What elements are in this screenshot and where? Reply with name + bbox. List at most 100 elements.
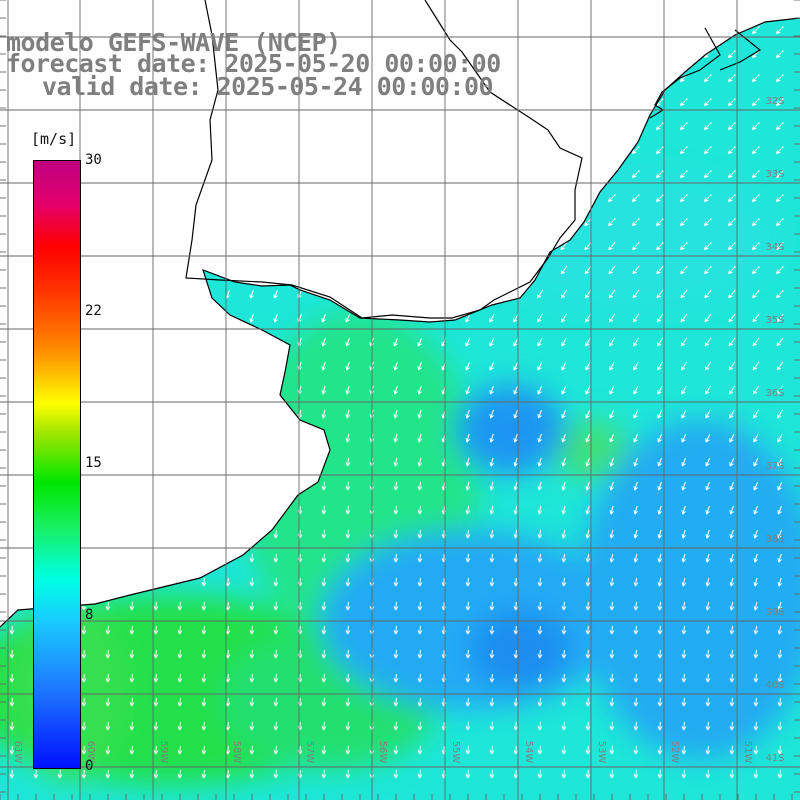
wind-arrow xyxy=(585,721,591,731)
wind-arrow xyxy=(705,649,711,659)
wind-arrow xyxy=(393,721,399,731)
wind-arrow xyxy=(465,385,470,395)
wind-arrow xyxy=(633,361,639,371)
wind-arrow xyxy=(465,745,471,755)
wind-arrow xyxy=(393,433,399,443)
wind-arrow xyxy=(584,218,592,227)
wind-arrow xyxy=(681,697,687,707)
wind-arrow xyxy=(777,745,783,755)
wind-arrow xyxy=(537,673,543,683)
wind-arrow xyxy=(704,98,712,106)
wind-arrow xyxy=(465,673,471,683)
wind-arrow xyxy=(273,529,279,539)
wind-arrow xyxy=(585,529,591,539)
wind-arrow xyxy=(656,122,664,130)
wind-arrow xyxy=(153,625,159,635)
title-model: modelo GEFS-WAVE (NCEP) xyxy=(6,28,341,57)
wind-arrow xyxy=(489,433,494,443)
wind-arrow xyxy=(345,505,351,515)
wind-arrow xyxy=(777,769,783,779)
latitude-label: 36S xyxy=(765,388,784,399)
wind-arrow xyxy=(729,649,735,659)
wind-arrow xyxy=(752,74,760,82)
wind-arrow xyxy=(513,649,519,659)
wind-arrow xyxy=(585,745,591,755)
wind-arrow xyxy=(417,457,423,467)
wind-arrow xyxy=(537,745,543,755)
longitude-label: 55W xyxy=(450,741,461,764)
wind-arrow xyxy=(777,457,783,467)
wind-arrow xyxy=(561,361,567,371)
wind-arrow xyxy=(752,26,760,34)
wind-arrow xyxy=(728,289,736,299)
wind-arrow xyxy=(681,481,686,491)
wind-arrow xyxy=(249,289,254,299)
wind-arrow xyxy=(728,361,736,371)
wind-arrow xyxy=(273,721,279,731)
wind-arrow xyxy=(776,337,784,347)
colorbar-tick: 15 xyxy=(85,455,102,471)
latitude-label: 34S xyxy=(765,242,784,253)
colorbar xyxy=(33,160,81,769)
wind-arrow xyxy=(681,769,687,779)
wind-arrow xyxy=(656,313,664,323)
wind-arrow xyxy=(321,673,327,683)
wind-arrow xyxy=(465,625,471,635)
wind-arrow xyxy=(129,697,135,707)
wind-arrow xyxy=(537,721,543,731)
wind-arrow xyxy=(537,601,543,611)
wind-arrow xyxy=(609,745,615,755)
wind-arrow xyxy=(704,122,712,130)
wind-arrow xyxy=(201,745,207,755)
wind-arrow xyxy=(777,553,782,563)
wind-arrow xyxy=(609,457,614,467)
wind-arrow xyxy=(728,98,736,106)
wind-arrow xyxy=(273,649,279,659)
wind-arrow xyxy=(321,505,327,515)
wind-arrow xyxy=(273,553,279,563)
wind-arrow xyxy=(417,505,423,515)
wind-arrow xyxy=(585,409,591,419)
wind-arrow xyxy=(9,625,15,635)
wind-arrow xyxy=(608,313,616,323)
wind-arrow xyxy=(345,745,351,755)
wind-arrow xyxy=(705,433,711,443)
wind-arrow xyxy=(513,481,519,491)
colorbar-tick: 30 xyxy=(85,152,102,168)
wind-arrow xyxy=(632,170,640,178)
wind-arrow xyxy=(81,721,87,731)
wind-arrow xyxy=(657,625,663,635)
wind-arrow xyxy=(680,146,688,154)
wind-arrow xyxy=(705,577,711,587)
wind-arrow xyxy=(752,218,760,226)
wind-arrow xyxy=(657,697,663,707)
wind-arrow xyxy=(585,361,591,371)
wind-arrow xyxy=(728,218,736,226)
wind-arrow xyxy=(680,194,688,202)
wind-arrow xyxy=(633,433,639,443)
wind-arrow xyxy=(345,409,351,419)
wind-arrow xyxy=(728,313,736,323)
wind-arrow xyxy=(561,553,567,563)
wind-arrow xyxy=(681,361,687,371)
wind-arrow xyxy=(489,649,495,659)
wind-arrow xyxy=(776,98,784,106)
wind-arrow xyxy=(705,385,711,395)
wind-arrow xyxy=(345,577,351,587)
wind-arrow xyxy=(752,337,760,347)
wind-arrow xyxy=(321,529,327,539)
wind-arrow xyxy=(489,601,495,611)
wind-arrow xyxy=(777,505,783,515)
wind-arrow xyxy=(681,505,686,515)
wind-arrow xyxy=(585,697,591,707)
wind-arrow xyxy=(561,577,567,587)
wind-arrow xyxy=(585,577,591,587)
wind-arrow xyxy=(705,505,710,515)
latitude-label: 39S xyxy=(765,607,784,618)
wind-arrow xyxy=(633,577,639,587)
wind-arrow xyxy=(321,769,327,779)
wind-arrow xyxy=(777,601,783,611)
wind-arrow xyxy=(393,769,399,779)
